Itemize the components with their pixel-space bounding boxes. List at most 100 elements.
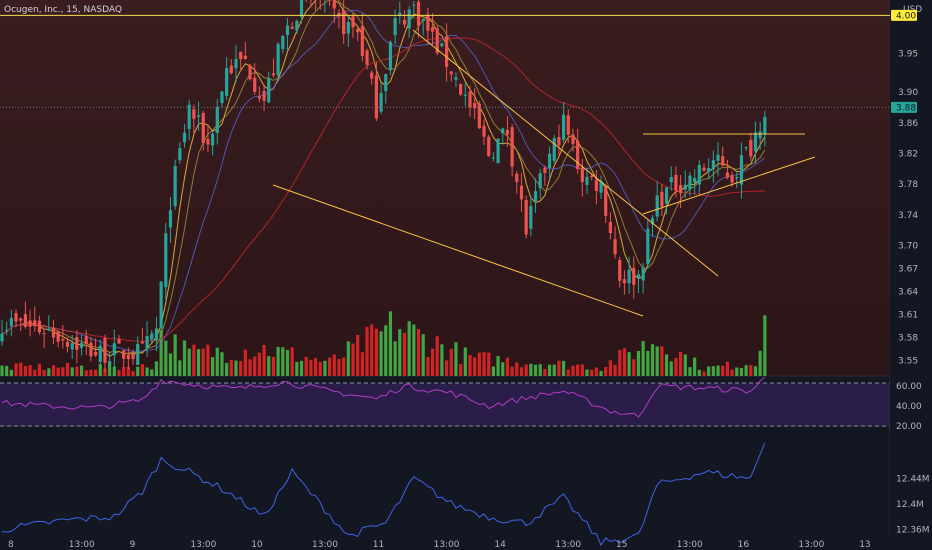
price-tick-label: 3.90 (898, 88, 918, 98)
candle-body (763, 116, 767, 135)
volume-bar (501, 362, 505, 376)
volume-bars (0, 311, 767, 376)
candle-body (342, 10, 346, 35)
candle-body (650, 217, 655, 225)
volume-bar (702, 371, 706, 376)
time-tick-label: 8 (8, 540, 14, 550)
volume-bar (646, 350, 650, 376)
volume-bar (505, 357, 510, 376)
candle-body (660, 191, 664, 207)
alert-level-badge[interactable]: 4.00 (891, 9, 917, 22)
candle-body (576, 140, 580, 169)
candle-body (496, 138, 500, 164)
price-tick-label: 3.70 (898, 242, 918, 252)
candle-body (674, 174, 678, 191)
moving-average-4 (1, 37, 765, 342)
time-axis-labels: 8 13:00 9 13:00 10 13:00 11 13:00 14 13:00 15 13:00… (8, 540, 871, 550)
candle-body (482, 125, 486, 137)
volume-bar (136, 366, 140, 376)
volume-bar (337, 358, 341, 376)
price-axis[interactable] (890, 0, 932, 550)
candle-body (33, 320, 37, 326)
price-tick-label: 3.78 (898, 180, 918, 190)
alert-badge-label: 4.00 (896, 11, 916, 21)
candle-body (702, 167, 706, 171)
volume-bar (42, 369, 46, 376)
candle-body (9, 318, 13, 326)
volume-bar (51, 365, 56, 376)
volume-bar (650, 344, 655, 376)
alert-badge-bg (891, 9, 917, 21)
volume-bar (126, 366, 130, 376)
time-tick-label: 9 (130, 540, 136, 550)
candle-body (515, 173, 519, 182)
candle-body (664, 187, 669, 204)
volume-bar (211, 357, 215, 376)
volume-bar (407, 321, 411, 376)
candle-body (693, 178, 697, 183)
volume-bar (145, 367, 149, 376)
volume-bar (346, 341, 350, 376)
volume-bar (454, 342, 458, 376)
volume-bar (360, 352, 364, 376)
candle-body (688, 175, 692, 190)
last-price-badge[interactable]: 3.88 (891, 101, 917, 114)
volume-bar (571, 365, 575, 376)
candle-body (112, 343, 116, 356)
candle-body (454, 77, 458, 80)
candle-body (173, 166, 177, 207)
candle-body (487, 136, 491, 157)
candle-body (716, 154, 720, 161)
rsi-tick-label: 20.00 (896, 422, 922, 432)
volume-bar (749, 365, 753, 376)
time-tick-label: 14 (494, 540, 506, 550)
volume-bar (688, 367, 692, 376)
volume-bar (664, 354, 669, 376)
candle-body (257, 96, 261, 99)
candle-body (557, 137, 561, 146)
volume-bar (416, 329, 421, 376)
candle-body (599, 180, 603, 193)
price-tick-label: 3.74 (898, 211, 918, 221)
candle-body (94, 351, 98, 356)
candle-body (196, 115, 201, 117)
candle-body (234, 58, 238, 69)
candle-body (178, 148, 182, 161)
candle-body (299, 0, 304, 17)
volume-bar (613, 364, 617, 376)
volume-bar (758, 350, 762, 376)
volume-bar (220, 352, 224, 376)
candle-body (262, 91, 266, 101)
candle-body (365, 50, 369, 65)
indicator-pane[interactable] (0, 426, 890, 538)
volume-bar (683, 354, 687, 376)
candle-body (351, 16, 355, 28)
volume-bar (342, 357, 346, 376)
volume-bar (28, 365, 32, 376)
volume-bar (529, 363, 533, 376)
support-trendline[interactable] (642, 156, 816, 215)
candle-body (290, 26, 294, 29)
candle-body (253, 77, 257, 92)
volume-bar (445, 360, 449, 376)
rsi-tick-label: 60.00 (896, 382, 922, 392)
candle-body (632, 267, 636, 285)
trendline-downtrend[interactable] (412, 29, 719, 277)
candle-body (65, 341, 70, 347)
volume-bar (309, 360, 313, 376)
time-axis[interactable] (0, 538, 932, 550)
candle-body (356, 28, 360, 33)
volume-bar (239, 361, 243, 376)
volume-bar (14, 363, 18, 376)
volume-bar (178, 360, 182, 376)
candle-body (421, 19, 425, 21)
volume-bar (585, 369, 589, 376)
volume-bar (594, 367, 598, 376)
volume-bar (61, 367, 65, 376)
trendline-falling[interactable] (272, 184, 644, 317)
volume-bar (356, 334, 360, 376)
volume-bar (379, 331, 383, 376)
candle-body (697, 164, 701, 185)
